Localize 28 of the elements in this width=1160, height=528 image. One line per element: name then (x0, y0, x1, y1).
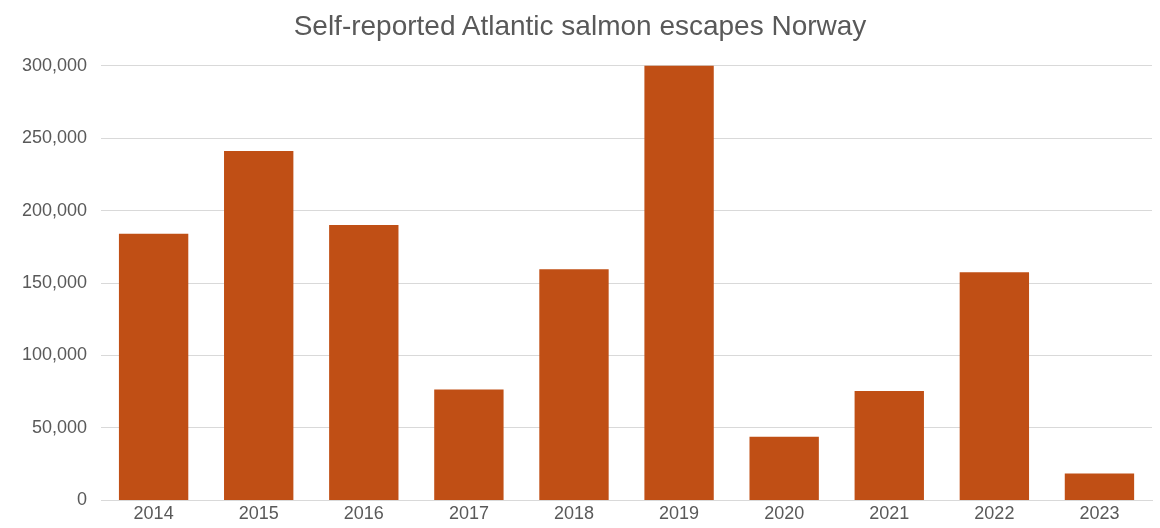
bar (224, 151, 294, 500)
x-tick-label: 2017 (448, 503, 489, 524)
bar (1064, 473, 1135, 500)
x-tick-label: 2016 (343, 503, 384, 524)
y-tick-label: 0 (77, 489, 88, 510)
bar (329, 225, 399, 500)
bar (749, 436, 819, 500)
bar (644, 65, 714, 500)
x-tick-label: 2015 (238, 503, 279, 524)
x-tick-label: 2018 (553, 503, 595, 524)
x-tick-label: 2022 (974, 503, 1015, 524)
x-tick-label: 2023 (1079, 503, 1120, 524)
bar (539, 269, 609, 500)
y-tick-label: 200,000 (21, 199, 88, 220)
bar (959, 272, 1030, 500)
chart-title: Self-reported Atlantic salmon escapes Norway (293, 9, 867, 41)
y-tick-label: 150,000 (21, 271, 88, 292)
bar (118, 233, 189, 500)
x-tick-label: 2014 (133, 503, 174, 524)
x-tick-label: 2021 (869, 503, 910, 524)
y-tick-label: 300,000 (21, 54, 88, 75)
x-tick-label: 2019 (659, 503, 700, 524)
x-tick-label: 2020 (764, 503, 805, 524)
bar (434, 389, 504, 500)
bar (854, 390, 924, 500)
y-tick-label: 250,000 (21, 127, 88, 148)
y-tick-label: 100,000 (21, 344, 88, 365)
y-tick-label: 50,000 (32, 416, 88, 437)
